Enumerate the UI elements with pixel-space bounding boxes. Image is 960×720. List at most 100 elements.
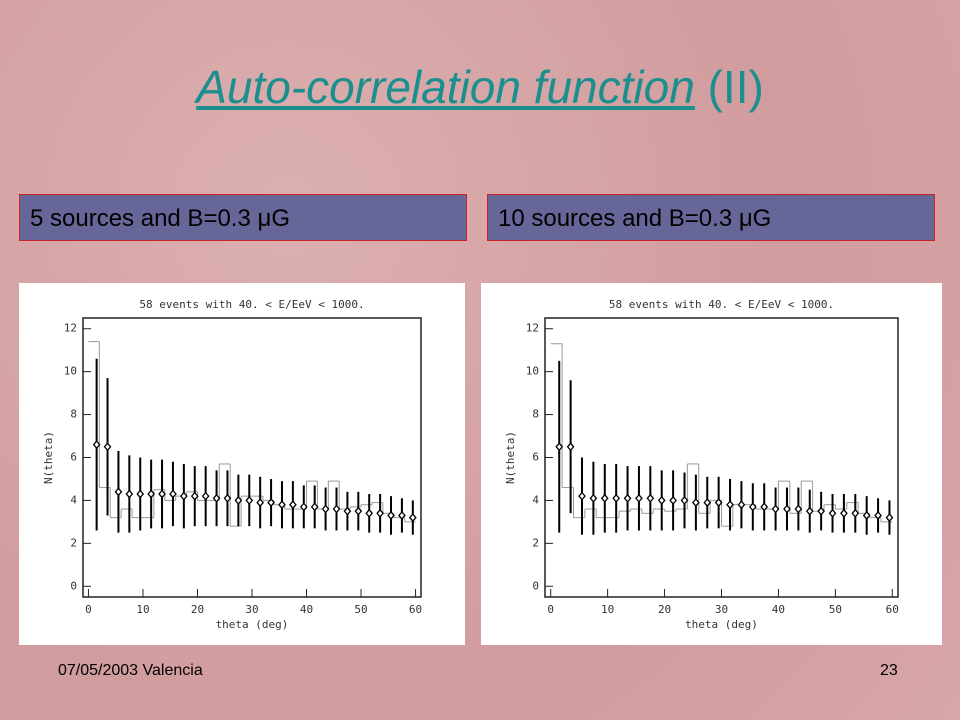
data-point (321, 504, 330, 514)
x-tick-label: 30 (245, 603, 258, 616)
data-point (600, 493, 609, 503)
data-point (190, 491, 199, 501)
chart-title: 58 events with 40. < E/EeV < 1000. (139, 298, 364, 311)
y-tick-label: 10 (526, 365, 539, 378)
plot-frame (82, 317, 422, 598)
y-tick-label: 0 (70, 579, 77, 592)
y-tick-label: 8 (532, 408, 539, 421)
data-point (748, 502, 757, 512)
y-axis-label: N(theta) (504, 431, 517, 484)
data-point (289, 500, 297, 510)
y-tick-label: 2 (532, 536, 539, 549)
data-point (783, 504, 791, 514)
y-tick-label: 4 (70, 493, 77, 506)
x-tick-label: 50 (354, 603, 367, 616)
plot-frame (544, 317, 899, 598)
title: Auto-correlation function (II) (0, 60, 960, 114)
data-point (680, 495, 689, 505)
x-tick-label: 0 (85, 603, 92, 616)
data-point (408, 513, 417, 523)
x-axis-label: theta (deg) (685, 618, 758, 631)
y-tick-label: 12 (526, 322, 539, 335)
data-point (805, 506, 814, 516)
data-point (169, 489, 177, 499)
chart: 58 events with 40. < E/EeV < 1000. theta … (19, 283, 465, 645)
data-point (828, 508, 837, 518)
data-point (714, 498, 723, 508)
data-point (201, 491, 210, 501)
data-point (862, 510, 871, 520)
title-link[interactable]: Auto-correlation function (196, 61, 695, 113)
panel-label: 10 sources and B=0.3 μG (487, 194, 935, 241)
data-point (103, 442, 112, 452)
data-point (851, 508, 860, 518)
data-point (114, 487, 123, 497)
x-tick-label: 10 (136, 603, 149, 616)
y-tick-label: 8 (70, 408, 77, 421)
data-point (646, 493, 655, 503)
data-point (92, 440, 101, 450)
data-point (299, 502, 308, 512)
data-point (840, 508, 848, 518)
data-point (817, 506, 825, 516)
data-point (212, 493, 221, 503)
x-tick-label: 10 (601, 603, 614, 616)
data-point (623, 493, 632, 503)
data-point (794, 504, 803, 514)
y-tick-label: 2 (70, 536, 77, 549)
y-tick-label: 6 (532, 451, 539, 464)
data-point (885, 513, 894, 523)
data-point (635, 493, 643, 503)
data-point (136, 489, 145, 499)
data-point (657, 495, 666, 505)
data-point (158, 489, 166, 499)
x-tick-label: 20 (658, 603, 671, 616)
x-tick-label: 50 (829, 603, 842, 616)
panel-label: 5 sources and B=0.3 μG (19, 194, 467, 241)
x-tick-label: 60 (409, 603, 422, 616)
data-point (703, 498, 712, 508)
data-point (376, 508, 384, 518)
data-point (771, 504, 780, 514)
data-point (726, 500, 734, 510)
data-point (310, 502, 319, 512)
data-point (365, 508, 374, 518)
data-point (267, 498, 275, 508)
data-point (256, 498, 265, 508)
data-point (760, 502, 769, 512)
x-tick-label: 40 (772, 603, 785, 616)
data-point (398, 510, 406, 520)
y-tick-label: 0 (532, 579, 539, 592)
x-tick-label: 60 (886, 603, 899, 616)
data-point (612, 493, 621, 503)
data-point (354, 506, 363, 516)
data-point (669, 495, 677, 505)
x-tick-label: 20 (191, 603, 204, 616)
chart-title: 58 events with 40. < E/EeV < 1000. (609, 298, 834, 311)
y-tick-label: 6 (70, 451, 77, 464)
x-axis-label: theta (deg) (216, 618, 289, 631)
data-point (578, 491, 586, 501)
page-number: 23 (880, 662, 898, 679)
data-point (125, 489, 134, 499)
x-tick-label: 40 (300, 603, 313, 616)
data-point (874, 510, 882, 520)
data-point (566, 442, 575, 452)
data-point (589, 493, 598, 503)
data-point (737, 500, 746, 510)
footer-left: 07/05/2003 Valencia (58, 662, 203, 679)
data-point (278, 500, 286, 510)
y-tick-label: 4 (532, 493, 539, 506)
y-tick-label: 12 (64, 322, 77, 335)
data-point (179, 491, 188, 501)
data-point (343, 506, 352, 516)
data-point (223, 493, 232, 503)
y-tick-label: 10 (64, 365, 77, 378)
data-point (332, 504, 341, 514)
chart: 58 events with 40. < E/EeV < 1000. theta … (481, 283, 942, 645)
data-point (147, 489, 156, 499)
x-tick-label: 0 (547, 603, 554, 616)
title-rest: (II) (707, 61, 764, 113)
data-point (245, 495, 254, 505)
